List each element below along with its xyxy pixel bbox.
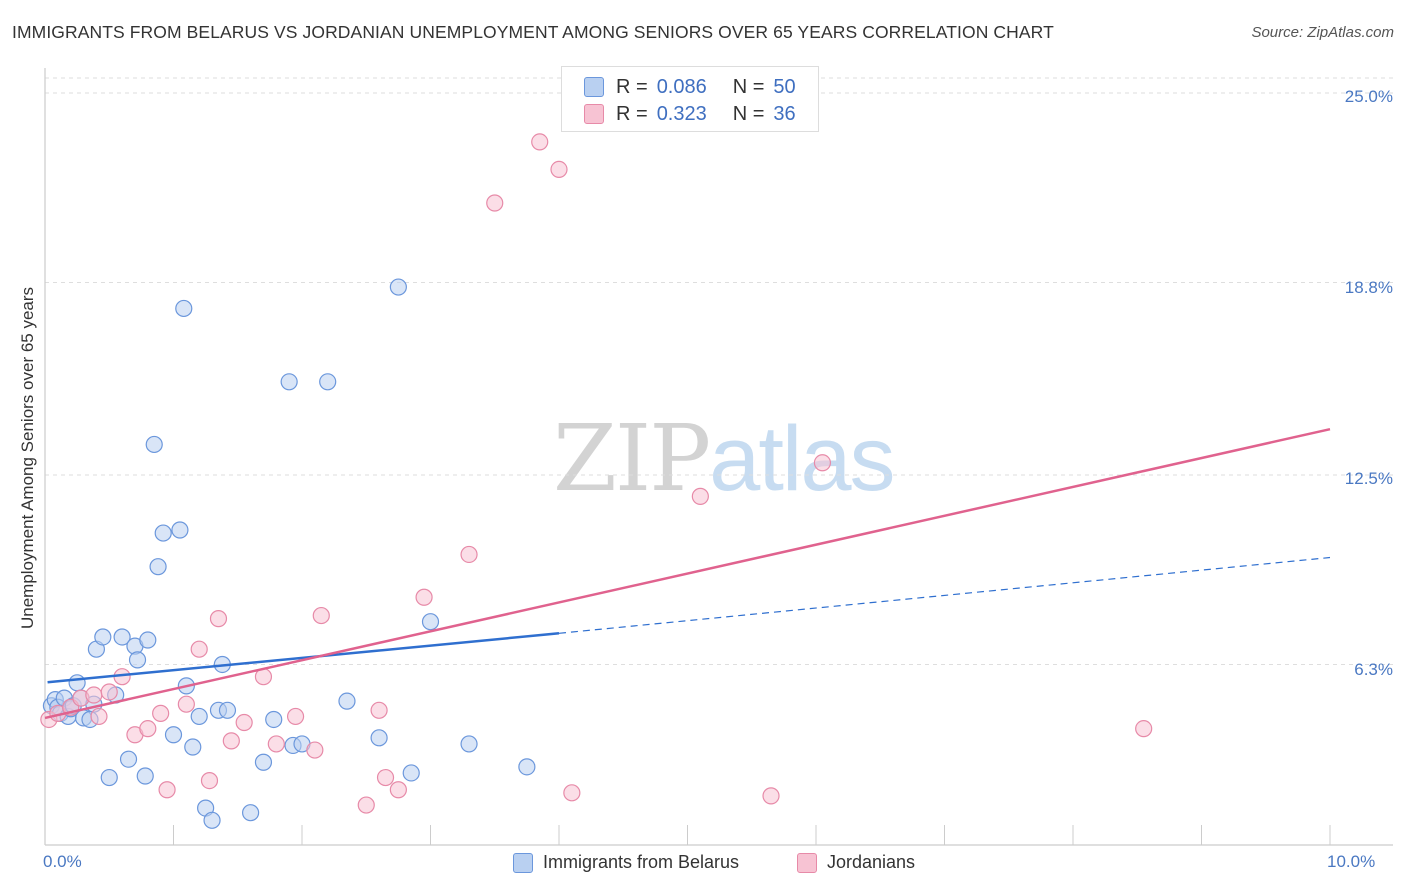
legend-r-value: 0.086: [656, 75, 707, 98]
watermark-atlas: atlas: [709, 408, 895, 510]
belarus-point: [203, 811, 221, 829]
series-name-belarus: Immigrants from Belarus: [543, 852, 740, 872]
jordanians-point: [531, 133, 549, 151]
jordanians-point: [813, 454, 832, 472]
belarus-point: [100, 768, 118, 787]
jordanians-point: [357, 796, 375, 814]
legend-n-label: N =: [732, 75, 765, 98]
x-tick-label-min: 0.0%: [43, 852, 82, 871]
jordanians-point: [762, 787, 780, 805]
series-legend-jordanians: Jordanians: [797, 852, 915, 873]
belarus-point: [280, 373, 298, 391]
jordanians-point: [85, 686, 103, 704]
legend-swatch-blue: [513, 852, 533, 873]
jordanians-point: [177, 695, 195, 713]
belarus-point: [421, 613, 440, 631]
belarus-point: [460, 735, 478, 753]
jordanians-point: [209, 610, 228, 628]
belarus-point: [119, 750, 138, 768]
belarus-point: [145, 435, 163, 454]
belarus-point: [68, 674, 86, 692]
jordanians-point: [312, 606, 330, 625]
correlation-legend: R = 0.086 N = 50 R = 0.323 N = 36: [561, 66, 819, 132]
jordanians-trendline: [44, 427, 1331, 720]
jordanians-point: [389, 781, 407, 799]
belarus-point: [175, 299, 193, 318]
belarus-point: [319, 373, 337, 391]
belarus-trendline-extension: [558, 556, 1331, 634]
belarus-point: [389, 278, 407, 296]
jordanians-point: [200, 771, 219, 790]
legend-row-belarus: R = 0.086 N = 50: [584, 76, 796, 98]
y-tick-label: 18.8%: [1344, 278, 1393, 297]
belarus-point: [265, 710, 283, 729]
belarus-point: [128, 651, 147, 669]
belarus-point: [136, 767, 154, 785]
jordanians-point: [1135, 720, 1153, 738]
watermark: ZIPatlas: [553, 405, 896, 512]
legend-n-label: N =: [732, 102, 765, 125]
jordanians-point: [235, 713, 253, 732]
y-axis-label: Unemployment Among Seniors over 65 years: [18, 286, 37, 630]
jordanians-point: [460, 545, 478, 564]
source-label: Source: ZipAtlas.com: [1251, 24, 1394, 41]
jordanians-point: [563, 784, 581, 802]
legend-row-jordanians: R = 0.323 N = 36: [584, 103, 796, 125]
belarus-point: [154, 524, 172, 542]
legend-swatch-pink: [797, 852, 817, 873]
jordanians-point: [486, 194, 504, 212]
jordanians-point: [376, 768, 395, 787]
jordanians-point: [550, 160, 568, 178]
jordanians-point: [222, 732, 240, 750]
belarus-trendline: [47, 632, 560, 684]
watermark-zip: ZIP: [553, 405, 711, 512]
y-tick-label: 6.3%: [1354, 660, 1393, 679]
jordanians-point: [139, 720, 157, 738]
belarus-point: [218, 701, 237, 719]
belarus-point: [338, 692, 356, 710]
jordanians-point: [286, 707, 305, 726]
belarus-point: [370, 729, 388, 747]
belarus-point: [518, 758, 536, 776]
legend-r-label: R =: [616, 102, 648, 125]
jordanians-point: [306, 741, 324, 759]
legend-swatch-pink: [584, 104, 604, 124]
jordanians-point: [267, 735, 285, 753]
jordanians-point: [370, 701, 388, 719]
legend-swatch-blue: [584, 77, 604, 97]
jordanians-point: [90, 707, 108, 726]
belarus-point: [171, 521, 189, 539]
series-legend-belarus: Immigrants from Belarus: [513, 852, 739, 873]
y-tick-label: 25.0%: [1344, 87, 1393, 106]
belarus-point: [149, 558, 167, 576]
y-tick-label: 12.5%: [1344, 469, 1393, 488]
belarus-point: [113, 628, 131, 646]
jordanians-point: [190, 640, 208, 658]
chart-title: IMMIGRANTS FROM BELARUS VS JORDANIAN UNE…: [12, 22, 1054, 42]
legend-r-value: 0.323: [656, 102, 707, 125]
belarus-point: [402, 764, 420, 782]
belarus-point: [184, 738, 202, 756]
legend-n-value: 36: [773, 102, 796, 125]
jordanians-point: [158, 781, 176, 799]
legend-r-label: R =: [616, 75, 648, 98]
series-name-jordanians: Jordanians: [827, 852, 916, 872]
belarus-point: [94, 628, 112, 646]
legend-n-value: 50: [773, 75, 796, 98]
jordanians-point: [152, 704, 170, 722]
jordanians-point: [100, 683, 118, 701]
belarus-point: [190, 707, 208, 726]
jordanians-point: [415, 588, 433, 606]
belarus-point: [139, 631, 157, 649]
belarus-point: [164, 726, 183, 744]
belarus-point: [254, 753, 273, 771]
jordanians-point: [691, 487, 709, 505]
x-tick-label-max: 10.0%: [1327, 852, 1376, 871]
belarus-point: [242, 804, 260, 822]
